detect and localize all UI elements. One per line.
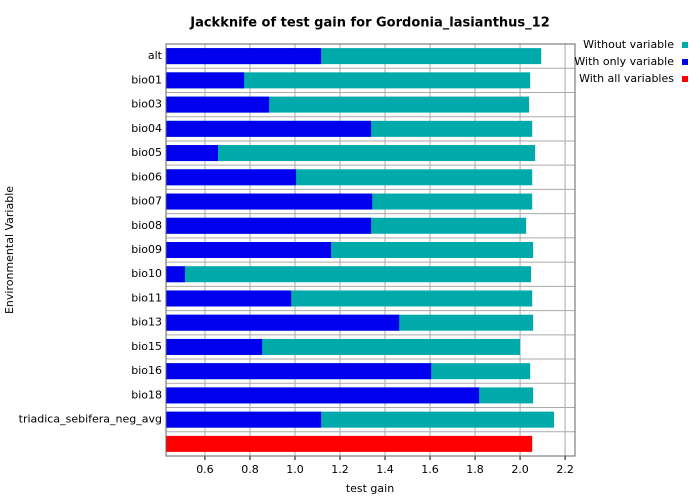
y-axis-label: Environmental Variable (3, 186, 16, 314)
bar (166, 72, 531, 89)
y-tick-label: bio16 (131, 364, 162, 377)
y-tick-label: bio09 (131, 243, 162, 256)
legend-label: With all variables (579, 72, 674, 85)
bar (166, 242, 331, 258)
x-tick-label: 1.6 (421, 463, 439, 476)
bar (166, 96, 270, 113)
x-tick-label: 1.4 (376, 463, 394, 476)
y-tick-label: bio01 (131, 73, 162, 86)
y-tick-label: bio15 (131, 340, 162, 353)
x-tick-label: 2.0 (511, 463, 529, 476)
y-tick-label: bio10 (131, 267, 162, 280)
x-tick-label: 1.0 (286, 463, 304, 476)
bar (166, 72, 245, 89)
bar (166, 120, 372, 137)
y-tick-label: bio18 (131, 388, 162, 401)
legend-label: Without variable (583, 38, 674, 51)
y-tick-label: bio03 (131, 98, 162, 111)
x-tick-label: 0.8 (241, 463, 259, 476)
bar (166, 266, 185, 283)
legend-swatch (682, 42, 688, 48)
bar (166, 411, 322, 428)
bar (166, 363, 432, 380)
y-tick-label: triadica_sebifera_neg_avg (19, 413, 162, 426)
y-tick-label: bio04 (131, 122, 162, 135)
x-tick-label: 0.6 (196, 463, 214, 476)
x-tick-label: 1.8 (466, 463, 484, 476)
y-tick-label: bio08 (131, 219, 162, 232)
y-tick-label: bio05 (131, 146, 162, 159)
legend-swatch (682, 59, 688, 65)
bar (166, 387, 480, 404)
bar (166, 266, 532, 283)
bar (166, 435, 533, 452)
x-tick-label: 2.2 (556, 463, 574, 476)
y-tick-label: alt (148, 49, 163, 62)
bar (166, 290, 292, 307)
x-axis-label: test gain (346, 482, 394, 495)
bar (166, 48, 322, 65)
bar (166, 145, 536, 162)
chart-title: Jackknife of test gain for Gordonia_lasi… (189, 16, 550, 31)
bar (166, 193, 373, 210)
bar (166, 314, 400, 331)
y-tick-label: bio13 (131, 316, 162, 329)
plot-border (165, 43, 576, 457)
y-tick-label: bio06 (131, 170, 162, 183)
y-tick-label: bio07 (131, 195, 162, 208)
bar (166, 338, 263, 355)
x-tick-label: 1.2 (331, 463, 349, 476)
bar (166, 169, 297, 186)
bar (166, 217, 372, 234)
legend-label: With only variable (574, 55, 674, 68)
legend-swatch (682, 76, 688, 82)
bar (166, 145, 218, 162)
y-tick-label: bio11 (131, 291, 162, 304)
